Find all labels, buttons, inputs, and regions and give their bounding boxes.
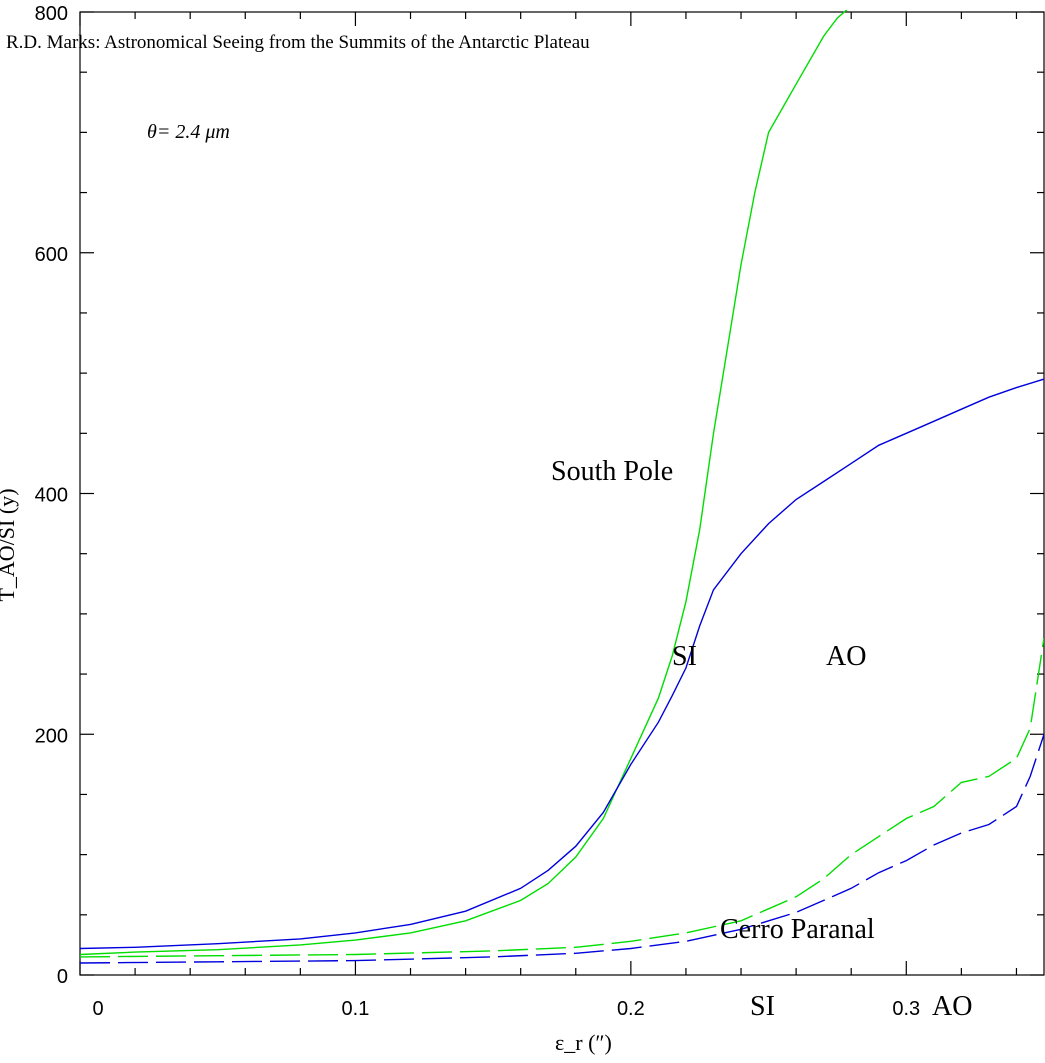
series-cerro-paranal-ao [80, 734, 1044, 964]
series-south-pole-si [80, 10, 848, 956]
y-tick-label: 400 [35, 485, 68, 507]
series-layer [80, 10, 1044, 964]
y-tick-label: 800 [35, 3, 68, 25]
ao-upper-label: AO [826, 641, 866, 672]
y-tick-label: 600 [35, 244, 68, 266]
ao-lower-label: AO [932, 991, 972, 1022]
y-tick-label: 0 [57, 966, 68, 988]
series-south-pole-ao [80, 378, 1044, 950]
y-tick-label: 200 [35, 725, 68, 747]
wavelength-annotation: θ= 2.4 μm [147, 121, 230, 143]
x-axis-label: ε_r (″) [555, 1030, 612, 1055]
plot-frame [79, 11, 1045, 976]
x-tick-label: 0.1 [342, 998, 370, 1020]
series-cerro-paranal-si [80, 637, 1044, 958]
tick-labels: 0 200 400 600 800 0 0.1 0.2 0.3 [35, 3, 921, 1020]
axis-ticks [79, 11, 1044, 976]
running-title: R.D. Marks: Astronomical Seeing from the… [6, 32, 590, 53]
x-tick-label: 0 [92, 998, 103, 1020]
x-tick-label: 0.3 [892, 998, 920, 1020]
si-upper-label: SI [672, 641, 697, 672]
si-lower-label: SI [750, 991, 775, 1022]
x-tick-label: 0.2 [617, 998, 645, 1020]
south-pole-label: South Pole [551, 456, 673, 487]
plot-border [79, 11, 1045, 976]
y-axis-label: T_AO/SI (y) [0, 488, 19, 601]
cerro-paranal-label: Cerro Paranal [720, 914, 875, 945]
